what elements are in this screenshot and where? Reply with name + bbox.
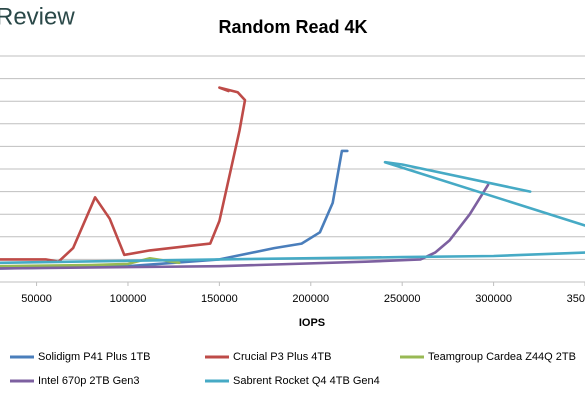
brand-logo: Review [0,3,75,30]
plot-area [0,86,585,270]
series-line [0,160,585,265]
grid [0,55,585,286]
legend-label: Solidigm P41 Plus 1TB [38,351,151,363]
x-tick-label: 150000 [201,293,238,305]
x-tick-label: 250000 [384,293,421,305]
legend-label: Intel 670p 2TB Gen3 [38,375,140,387]
legend-label: Crucial P3 Plus 4TB [233,351,331,363]
legend-label: Sabrent Rocket Q4 4TB Gen4 [233,375,380,387]
series-line [0,86,247,263]
x-tick-label: 300000 [475,293,512,305]
legend-label: Teamgroup Cardea Z44Q 2TB [428,351,576,363]
x-tick-label: 200000 [292,293,329,305]
x-tick-label: 100000 [110,293,147,305]
chart-title: Random Read 4K [218,17,367,37]
x-axis-label: IOPS [299,317,325,329]
x-tick-label: 350000 [567,293,585,305]
x-tick-label: 50000 [21,293,52,305]
series-line [0,149,349,270]
